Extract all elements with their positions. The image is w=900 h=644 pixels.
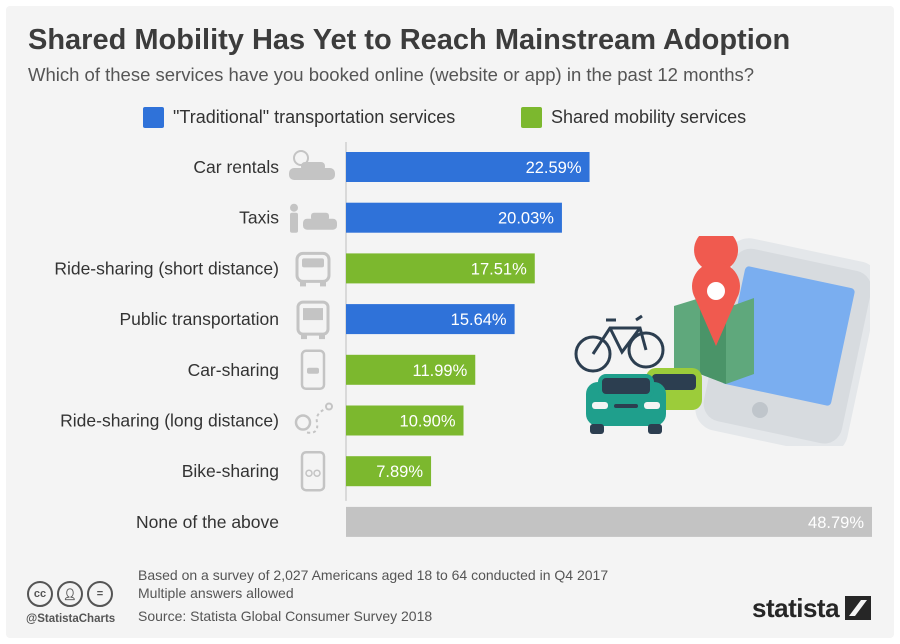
twitter-handle[interactable]: @StatistaCharts	[26, 613, 116, 625]
attribution-icon: 👤︎	[57, 581, 83, 607]
no-derivatives-icon: =	[87, 581, 113, 607]
bar-ride-sharing-short-distance	[346, 253, 535, 284]
bar-none-of-the-above	[346, 506, 872, 537]
value-label-none-of-the-above: 48.79%	[808, 514, 864, 532]
legend-swatch-shared	[521, 107, 542, 128]
footnote-survey: Based on a survey of 2,027 Americans age…	[138, 567, 609, 583]
chart-title: Shared Mobility Has Yet to Reach Mainstr…	[28, 24, 791, 56]
legend-swatch-traditional	[143, 107, 164, 128]
value-label-car-sharing: 11.99%	[413, 362, 468, 380]
route-pin-icon	[294, 402, 333, 434]
license-badges[interactable]: cc 👤︎ =	[27, 581, 113, 607]
bicycle-icon	[574, 314, 665, 373]
value-label-ride-sharing-short-distance: 17.51%	[471, 260, 527, 278]
smartphone-icon	[695, 238, 870, 446]
bus-icon	[296, 300, 330, 340]
bar-car-rentals	[346, 152, 590, 182]
value-label-public-transportation: 15.64%	[451, 311, 507, 329]
taxi-icon	[290, 203, 337, 233]
car-icon	[586, 368, 702, 434]
bar-taxis	[346, 202, 562, 233]
category-label-public-transportation: Public transportation	[119, 309, 279, 329]
brand-logo[interactable]: statista	[752, 593, 840, 623]
bar-bike-sharing	[346, 456, 432, 487]
mobility-illustration	[574, 236, 870, 446]
legend-label-traditional: "Traditional" transportation services	[173, 107, 456, 127]
statista-mark-icon	[845, 596, 871, 620]
category-label-bike-sharing: Bike-sharing	[182, 461, 279, 481]
map-pin-icon	[692, 236, 740, 346]
value-label-car-rentals: 22.59%	[526, 159, 582, 177]
phone-bike-icon	[300, 450, 326, 492]
value-label-taxis: 20.03%	[498, 210, 554, 228]
value-label-bike-sharing: 7.89%	[376, 463, 423, 481]
bar-ride-sharing-long-distance	[346, 405, 464, 436]
source-note: Source: Statista Global Consumer Survey …	[138, 608, 433, 624]
van-icon	[295, 251, 331, 287]
footnote-multiple: Multiple answers allowed	[138, 585, 294, 601]
car-rental-icon	[289, 150, 335, 180]
phone-car-icon	[300, 349, 326, 391]
category-label-ride-sharing-long-distance: Ride-sharing (long distance)	[60, 411, 279, 431]
chart-subtitle: Which of these services have you booked …	[28, 64, 755, 85]
legend-label-shared: Shared mobility services	[551, 107, 747, 127]
category-label-car-sharing: Car-sharing	[188, 360, 279, 380]
value-label-ride-sharing-long-distance: 10.90%	[400, 413, 456, 431]
category-label-none-of-the-above: None of the above	[136, 512, 279, 532]
legend-item-shared: Shared mobility services	[521, 107, 746, 128]
bar-car-sharing	[346, 354, 476, 385]
category-label-ride-sharing-short-distance: Ride-sharing (short distance)	[54, 258, 279, 278]
category-label-car-rentals: Car rentals	[193, 157, 279, 177]
cc-icon: cc	[27, 581, 53, 607]
legend-item-traditional: "Traditional" transportation services	[143, 107, 455, 128]
bar-public-transportation	[346, 304, 515, 335]
category-label-taxis: Taxis	[239, 208, 279, 228]
